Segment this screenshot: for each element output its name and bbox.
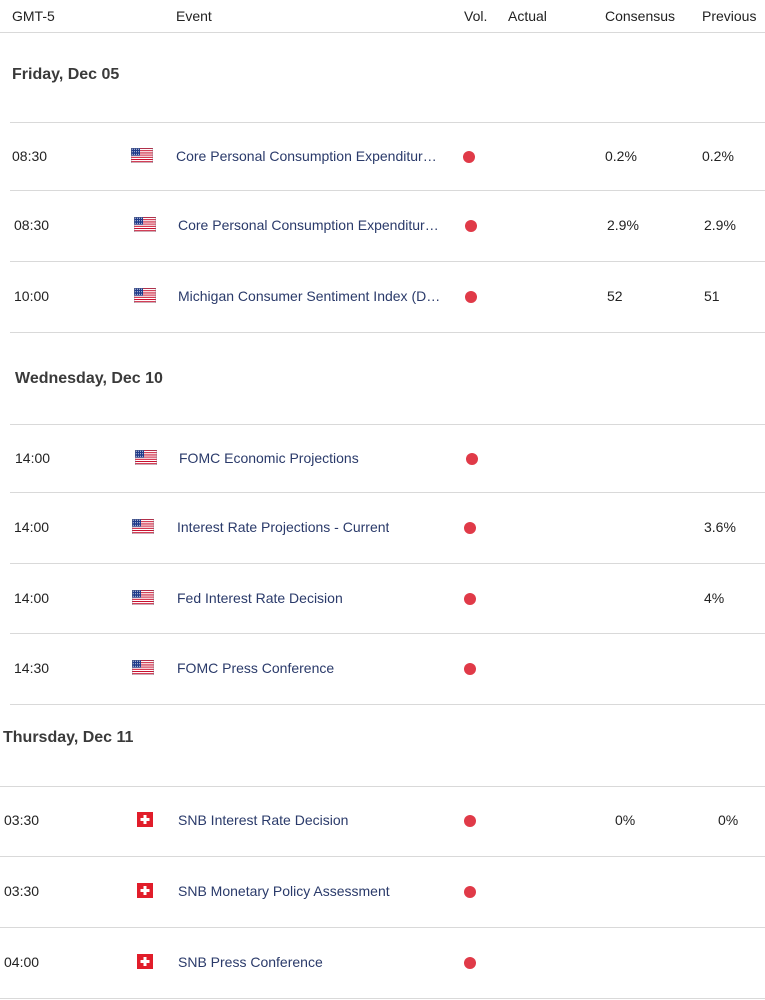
- ch-flag-icon: [137, 812, 159, 827]
- event-time: 14:00: [15, 450, 51, 466]
- consensus-value: 0.2%: [605, 148, 637, 164]
- us-flag-icon: [131, 589, 155, 606]
- high-volatility-icon: [464, 957, 476, 969]
- timezone-header[interactable]: GMT-5: [12, 8, 55, 24]
- high-volatility-icon: [464, 886, 476, 898]
- previous-value: 0%: [718, 812, 739, 828]
- event-row[interactable]: 14:00 Interest Rate Projections - Current…: [10, 493, 765, 564]
- previous-value: 2.9%: [704, 217, 736, 233]
- consensus-value: 2.9%: [607, 217, 639, 233]
- event-name-link[interactable]: SNB Press Conference: [178, 954, 323, 970]
- divider: [10, 424, 765, 425]
- us-flag-icon: [131, 659, 155, 676]
- previous-header: Previous: [702, 8, 757, 24]
- high-volatility-icon: [464, 663, 476, 675]
- previous-value: 4%: [704, 590, 725, 606]
- event-time: 14:00: [14, 519, 50, 535]
- high-volatility-icon: [466, 453, 478, 465]
- event-time: 08:30: [12, 148, 48, 164]
- event-name-link[interactable]: FOMC Economic Projections: [179, 450, 359, 466]
- consensus-header: Consensus: [605, 8, 676, 24]
- event-row[interactable]: 04:00 SNB Press Conference: [0, 928, 765, 999]
- event-time: 10:00: [14, 288, 50, 304]
- us-flag-icon: [130, 147, 154, 164]
- us-flag-icon: [133, 287, 157, 304]
- event-row[interactable]: 03:30 SNB Monetary Policy Assessment: [0, 857, 765, 928]
- event-name-link[interactable]: Core Personal Consumption Expenditur…: [176, 148, 437, 164]
- consensus-value: 52: [607, 288, 623, 304]
- divider: [0, 786, 765, 787]
- event-row[interactable]: 08:30 Core Personal Consumption Expenditu…: [10, 191, 765, 262]
- event-time: 14:00: [14, 590, 50, 606]
- consensus-value: 0%: [615, 812, 636, 828]
- high-volatility-icon: [464, 815, 476, 827]
- divider: [10, 122, 765, 123]
- event-name-link[interactable]: FOMC Press Conference: [177, 660, 335, 676]
- high-volatility-icon: [464, 522, 476, 534]
- event-row[interactable]: 14:00 FOMC Economic Projections: [10, 424, 765, 493]
- event-time: 08:30: [14, 217, 50, 233]
- event-header: Event: [176, 8, 212, 24]
- event-row[interactable]: 03:30 SNB Interest Rate Decision 0% 0%: [0, 786, 765, 857]
- event-name-link[interactable]: Michigan Consumer Sentiment Index (D…: [178, 288, 441, 304]
- event-time: 03:30: [4, 883, 40, 899]
- previous-value: 3.6%: [704, 519, 736, 535]
- event-row[interactable]: 08:30 Core Personal Consumption Expenditu…: [10, 122, 765, 191]
- table-header: GMT-5 Event Vol. Actual Consensus Previo…: [0, 0, 765, 33]
- event-time: 03:30: [4, 812, 40, 828]
- previous-value: 51: [704, 288, 720, 304]
- high-volatility-icon: [464, 593, 476, 605]
- previous-value: 0.2%: [702, 148, 734, 164]
- event-name-link[interactable]: Interest Rate Projections - Current: [177, 519, 390, 535]
- actual-header: Actual: [508, 8, 547, 24]
- high-volatility-icon: [465, 291, 477, 303]
- us-flag-icon: [134, 449, 158, 466]
- us-flag-icon: [131, 518, 155, 535]
- event-time: 04:00: [4, 954, 40, 970]
- event-name-link[interactable]: Core Personal Consumption Expenditur…: [178, 217, 439, 233]
- high-volatility-icon: [463, 151, 475, 163]
- day-heading: Thursday, Dec 11: [3, 729, 134, 746]
- event-time: 14:30: [14, 660, 50, 676]
- event-name-link[interactable]: SNB Interest Rate Decision: [178, 812, 349, 828]
- event-row[interactable]: 14:30 FOMC Press Conference: [10, 634, 765, 705]
- us-flag-icon: [133, 216, 157, 233]
- volatility-header: Vol.: [464, 8, 488, 24]
- day-heading: Wednesday, Dec 10: [15, 370, 163, 387]
- event-row[interactable]: 14:00 Fed Interest Rate Decision 4%: [10, 564, 765, 634]
- day-heading: Friday, Dec 05: [12, 66, 120, 83]
- high-volatility-icon: [465, 220, 477, 232]
- event-row[interactable]: 10:00 Michigan Consumer Sentiment Index (…: [10, 262, 765, 333]
- event-name-link[interactable]: SNB Monetary Policy Assessment: [178, 883, 390, 899]
- ch-flag-icon: [137, 883, 159, 898]
- ch-flag-icon: [137, 954, 159, 969]
- event-name-link[interactable]: Fed Interest Rate Decision: [177, 590, 343, 606]
